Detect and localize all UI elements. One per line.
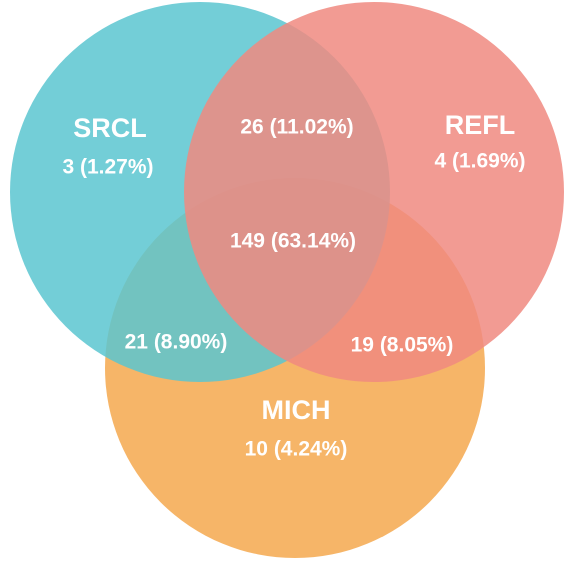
region-label: 21 (8.90%)	[125, 331, 228, 354]
set-name: MICH	[262, 395, 331, 425]
region-label: 19 (8.05%)	[351, 334, 454, 357]
set-circle	[184, 2, 564, 382]
region-label: 3 (1.27%)	[62, 156, 153, 179]
region-label: 10 (4.24%)	[245, 438, 348, 461]
set-name: SRCL	[73, 113, 147, 143]
set-name: REFL	[445, 110, 516, 140]
region-label: 149 (63.14%)	[230, 230, 356, 253]
region-label: 26 (11.02%)	[240, 116, 353, 139]
region-label: 4 (1.69%)	[434, 150, 525, 173]
